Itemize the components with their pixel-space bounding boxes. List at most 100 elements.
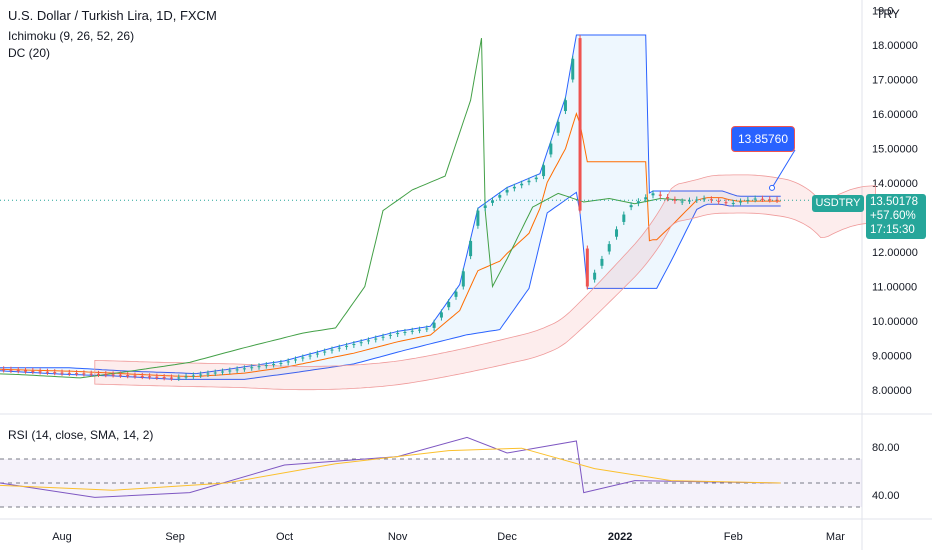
candle-body: [702, 198, 706, 200]
candle-body: [155, 376, 159, 378]
candle-body: [709, 199, 713, 201]
rsi-line: [0, 436, 781, 498]
candle-body: [410, 330, 414, 332]
candle-body: [578, 38, 582, 211]
candle-body: [658, 194, 662, 196]
price-tick-label: 19.0: [872, 6, 893, 18]
candle-body: [242, 368, 246, 370]
candle-body: [89, 373, 93, 375]
candle-body: [388, 334, 392, 336]
candle-body: [228, 370, 232, 372]
candle-body: [461, 271, 465, 287]
candle-body: [505, 189, 509, 193]
time-tick-label: Sep: [165, 531, 185, 543]
candle-body: [527, 180, 531, 183]
time-tick-label: Aug: [52, 531, 72, 543]
candle-body: [359, 342, 363, 344]
donchian-fill: [0, 35, 781, 380]
candle-body: [498, 195, 502, 198]
candle-body: [673, 199, 677, 201]
candle-body: [746, 200, 750, 202]
candle-body: [330, 349, 334, 351]
candle-body: [687, 200, 691, 202]
candle-body: [731, 202, 735, 204]
rsi-legend[interactable]: RSI (14, close, SMA, 14, 2): [8, 428, 154, 442]
candle-body: [476, 210, 480, 226]
ichimoku-chikou: [0, 38, 686, 379]
candle-body: [24, 370, 28, 372]
candle-body: [520, 183, 524, 186]
price-tick-label: 9.00000: [872, 351, 912, 363]
candle-body: [111, 374, 115, 376]
time-tick-label: Dec: [497, 531, 517, 543]
candle-body: [563, 100, 567, 112]
candle-body: [439, 312, 443, 318]
candle-body: [184, 376, 188, 378]
candle-body: [250, 367, 254, 369]
candle-body: [45, 371, 49, 373]
ichimoku-legend[interactable]: Ichimoku (9, 26, 52, 26): [8, 29, 135, 43]
candle-body: [9, 369, 13, 371]
candle-body: [651, 193, 655, 196]
candle-body: [16, 370, 20, 372]
time-tick-label: Feb: [724, 531, 743, 543]
symbol-tag: USDTRY: [812, 195, 864, 212]
candle-body: [644, 197, 648, 200]
rsi-band: [0, 459, 862, 507]
candle-body: [235, 369, 239, 371]
candle-body: [315, 353, 319, 355]
candle-body: [636, 201, 640, 204]
candle-body: [191, 375, 195, 377]
candle-body: [221, 371, 225, 373]
candle-body: [768, 199, 772, 201]
time-tick-label: Mar: [826, 531, 845, 543]
candle-body: [724, 202, 728, 204]
candle-body: [337, 347, 341, 349]
candle-body: [169, 377, 173, 379]
candle-body: [585, 248, 589, 287]
candle-body: [293, 359, 297, 361]
rsi-tick-label: 80.00: [872, 442, 900, 454]
candle-body: [549, 143, 553, 155]
candle-body: [118, 374, 122, 376]
price-tick-label: 8.00000: [872, 385, 912, 397]
donchian-legend[interactable]: DC (20): [8, 46, 51, 60]
callout-label[interactable]: 13.85760: [731, 126, 795, 152]
candle-body: [31, 370, 35, 372]
candle-body: [469, 240, 473, 257]
candle-body: [308, 355, 312, 357]
price-change: +57.60%: [870, 210, 916, 222]
candle-body: [199, 374, 203, 376]
price-tick-label: 11.00000: [872, 282, 917, 294]
candle-body: [381, 336, 385, 338]
candle-body: [447, 302, 451, 308]
price-tick-label: 16.00000: [872, 109, 918, 121]
price-tag: 13.50178 +57.60% 17:15:30: [866, 194, 926, 239]
symbol-title: U.S. Dollar / Turkish Lira, 1D, FXCM: [8, 8, 217, 23]
donchian-basis: [0, 112, 781, 378]
candle-body: [629, 205, 633, 208]
rsi-tick-label: 40.00: [872, 490, 900, 502]
candle-body: [60, 372, 64, 374]
time-tick-label: Oct: [276, 531, 293, 543]
price-tick-label: 15.00000: [872, 144, 918, 156]
candle-body: [615, 229, 619, 237]
candle-body: [133, 375, 137, 377]
candle-body: [38, 371, 42, 373]
candle-body: [272, 364, 276, 366]
candle-body: [454, 291, 458, 297]
rsi-ma-line: [0, 447, 781, 491]
candle-body: [104, 374, 108, 376]
candle-body: [301, 357, 305, 359]
candle-body: [534, 177, 538, 180]
bar-countdown: 17:15:30: [870, 224, 915, 236]
candle-body: [512, 186, 516, 189]
candle-body: [162, 377, 166, 379]
candle-body: [96, 373, 100, 375]
candle-body: [148, 376, 152, 378]
candle-body: [279, 362, 283, 364]
candle-body: [432, 322, 436, 328]
candle-body: [739, 201, 743, 203]
